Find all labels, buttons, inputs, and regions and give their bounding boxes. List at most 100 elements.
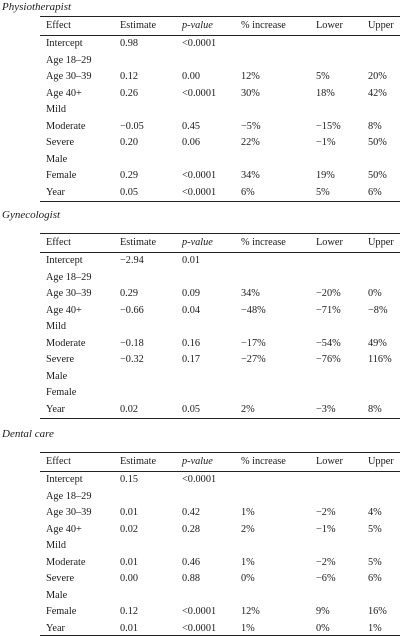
table-row: Male: [0, 369, 402, 386]
cell-estimate: 0.01: [120, 556, 139, 568]
cell-effect: Male: [46, 370, 68, 382]
cell-estimate: 0.12: [120, 606, 139, 617]
cell-increase: 2%: [241, 403, 255, 415]
cell-estimate: 0.26: [120, 87, 139, 99]
cell-lower: 0%: [316, 622, 330, 634]
cell-p-value: 0.06: [182, 137, 201, 148]
table-row: Age 30–39 0.29 0.09 34% −20% 0%: [0, 286, 402, 303]
cell-increase: 34%: [241, 170, 260, 181]
cell-p-value: 0.88: [182, 573, 201, 584]
table-row: Year 0.05 <0.0001 6% 5% 6%: [0, 185, 402, 202]
cell-lower: −54%: [316, 337, 341, 349]
table-top-rule: [40, 233, 400, 234]
table-row: Intercept 0.15 <0.0001: [0, 472, 402, 489]
cell-lower: −20%: [316, 288, 341, 299]
section-title: Physiotherapist: [2, 1, 72, 13]
cell-estimate: 0.20: [120, 137, 139, 148]
cell-effect: Male: [46, 153, 68, 165]
cell-effect: Female: [46, 606, 77, 617]
cell-increase: 34%: [241, 288, 260, 299]
table-row: Mild: [0, 102, 402, 119]
cell-lower: −76%: [316, 354, 341, 365]
cell-effect: Age 30–39: [46, 71, 92, 82]
cell-estimate: 0.29: [120, 170, 139, 181]
header-upper: Upper: [368, 456, 394, 467]
header-upper: Upper: [368, 237, 394, 248]
table-row: Male: [0, 152, 402, 169]
cell-effect: Year: [46, 622, 65, 634]
table-header-rule: [40, 35, 400, 36]
cell-p-value: 0.17: [182, 354, 201, 365]
cell-increase: 22%: [241, 137, 260, 148]
table-row: Moderate −0.05 0.45 −5% −15% 8%: [0, 119, 402, 136]
cell-upper: 4%: [368, 507, 382, 518]
header-p-value: p-value: [182, 456, 213, 467]
cell-upper: 6%: [368, 573, 382, 584]
table-row: Female 0.12 <0.0001 12% 9% 16%: [0, 604, 402, 621]
cell-increase: 0%: [241, 573, 255, 584]
cell-effect: Moderate: [46, 556, 86, 568]
cell-p-value: <0.0001: [182, 87, 217, 99]
table-row: Mild: [0, 538, 402, 555]
cell-effect: Age 40+: [46, 523, 82, 535]
cell-p-value: <0.0001: [182, 474, 217, 485]
cell-effect: Intercept: [46, 474, 83, 485]
table-bottom-rule: [40, 635, 400, 636]
table-row: Year 0.01 <0.0001 1% 0% 1%: [0, 621, 402, 637]
cell-increase: −48%: [241, 304, 266, 316]
cell-lower: −3%: [316, 403, 336, 415]
cell-estimate: 0.01: [120, 622, 139, 634]
cell-estimate: 0.05: [120, 186, 139, 198]
cell-effect: Age 40+: [46, 304, 82, 316]
table-bottom-rule: [40, 201, 400, 202]
header-lower: Lower: [316, 237, 343, 248]
table-header-rule: [40, 252, 400, 253]
table-top-rule: [40, 452, 400, 453]
cell-estimate: −0.05: [120, 120, 144, 132]
section-title: Gynecologist: [2, 209, 61, 221]
cell-effect: Age 30–39: [46, 288, 92, 299]
cell-upper: 8%: [368, 403, 382, 415]
cell-upper: 5%: [368, 556, 382, 568]
cell-effect: Moderate: [46, 120, 86, 132]
cell-p-value: <0.0001: [182, 170, 217, 181]
table-row: Age 40+ 0.26 <0.0001 30% 18% 42%: [0, 86, 402, 103]
table-row: Severe −0.32 0.17 −27% −76% 116%: [0, 352, 402, 369]
cell-effect: Age 18–29: [46, 54, 92, 66]
cell-estimate: 0.98: [120, 38, 139, 49]
cell-lower: −1%: [316, 137, 336, 148]
cell-estimate: 0.02: [120, 523, 139, 535]
cell-p-value: 0.00: [182, 71, 201, 82]
cell-upper: 50%: [368, 137, 387, 148]
cell-effect: Male: [46, 589, 68, 601]
cell-increase: −27%: [241, 354, 266, 365]
table-row: Female: [0, 385, 402, 402]
cell-lower: 9%: [316, 606, 330, 617]
cell-increase: 12%: [241, 606, 260, 617]
cell-p-value: 0.09: [182, 288, 201, 299]
header-estimate: Estimate: [120, 20, 157, 31]
cell-effect: Severe: [46, 573, 75, 584]
cell-p-value: 0.01: [182, 255, 201, 266]
header-lower: Lower: [316, 20, 343, 31]
cell-increase: 12%: [241, 71, 260, 82]
cell-p-value: 0.45: [182, 120, 201, 132]
cell-effect: Age 40+: [46, 87, 82, 99]
cell-estimate: −0.18: [120, 337, 144, 349]
table-row: Age 30–39 0.01 0.42 1% −2% 4%: [0, 505, 402, 522]
cell-increase: 1%: [241, 622, 255, 634]
cell-upper: 50%: [368, 170, 387, 181]
cell-effect: Moderate: [46, 337, 86, 349]
cell-lower: −2%: [316, 507, 336, 518]
cell-effect: Year: [46, 186, 65, 198]
cell-estimate: 0.01: [120, 507, 139, 518]
cell-estimate: 0.00: [120, 573, 139, 584]
cell-lower: 19%: [316, 170, 335, 181]
cell-upper: 5%: [368, 523, 382, 535]
cell-p-value: 0.46: [182, 556, 201, 568]
table-bottom-rule: [40, 418, 400, 419]
cell-increase: −17%: [241, 337, 266, 349]
cell-effect: Age 18–29: [46, 490, 92, 502]
cell-lower: −1%: [316, 523, 336, 535]
cell-estimate: 0.12: [120, 71, 139, 82]
